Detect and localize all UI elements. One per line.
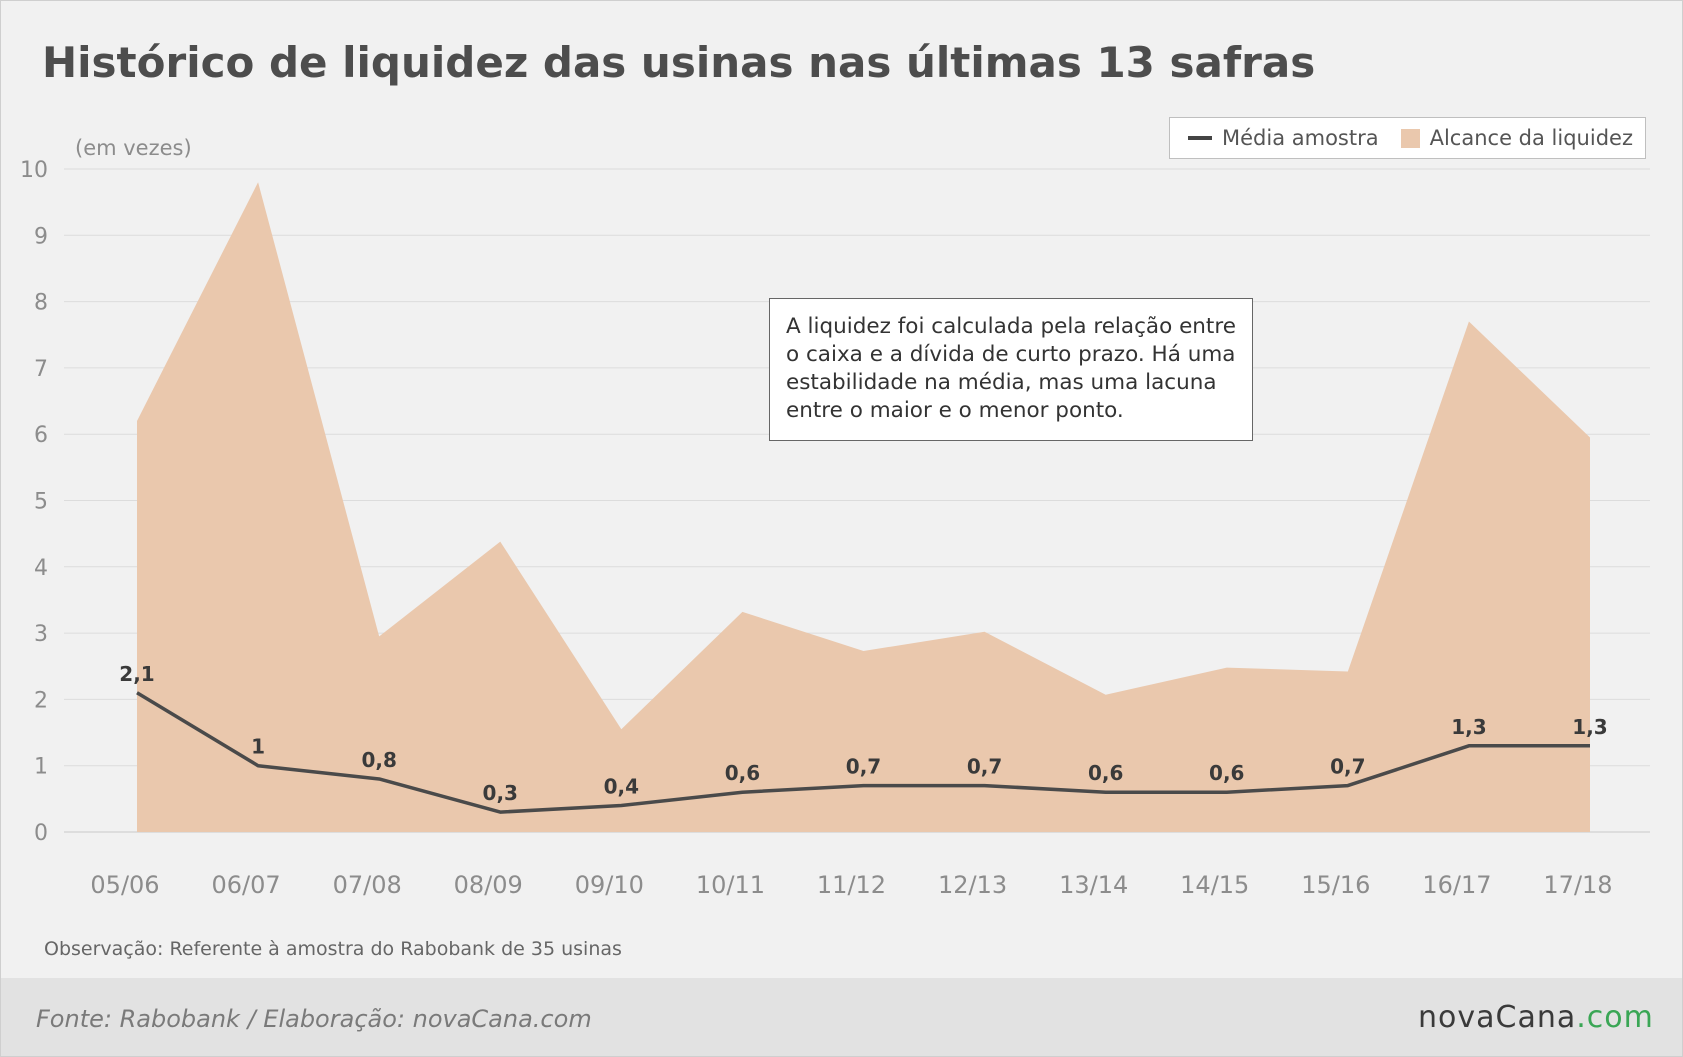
x-tick-label: 14/15	[1180, 871, 1249, 899]
x-tick-label: 10/11	[696, 871, 765, 899]
data-label: 1,3	[1451, 715, 1486, 739]
annotation-box: A liquidez foi calculada pela relação en…	[769, 298, 1253, 441]
data-label: 0,3	[483, 781, 518, 805]
chart-legend: Média amostra Alcance da liquidez	[1169, 117, 1646, 159]
data-label: 0,6	[1088, 761, 1123, 785]
observation-note: Observação: Referente à amostra do Rabob…	[44, 938, 622, 960]
x-tick-label: 09/10	[575, 871, 644, 899]
x-tick-label: 06/07	[211, 871, 280, 899]
brand-part-2: Cana	[1495, 1000, 1577, 1035]
y-tick-label: 9	[34, 224, 48, 249]
x-tick-label: 17/18	[1543, 871, 1612, 899]
x-tick-label: 08/09	[454, 871, 523, 899]
area-swatch-icon	[1400, 128, 1420, 148]
y-tick-label: 5	[34, 490, 48, 515]
line-layer	[136, 691, 1590, 814]
y-tick-label: 4	[34, 556, 48, 581]
chart-title: Histórico de liquidez das usinas nas últ…	[42, 38, 1316, 87]
x-tick-label: 11/12	[817, 871, 886, 899]
legend-label-media: Média amostra	[1222, 126, 1379, 150]
data-label: 0,4	[604, 774, 639, 798]
brand-part-1: nova	[1418, 1000, 1496, 1035]
data-label: 0,6	[1209, 761, 1244, 785]
data-label: 1,3	[1572, 715, 1607, 739]
y-tick-label: 0	[34, 821, 48, 846]
liquidity-chart: 2,110,80,3 0,40,6 0,7 0,7 0,6 0,6 0,71,3 1,3 05…	[20, 158, 1650, 899]
x-tick-label: 12/13	[938, 871, 1007, 899]
average-line	[136, 691, 1590, 814]
data-label: 0,7	[1330, 755, 1365, 779]
data-label: 1	[251, 735, 265, 759]
y-tick-label: 6	[34, 423, 48, 448]
range-area	[137, 182, 1590, 832]
data-label: 0,7	[967, 755, 1002, 779]
data-label: 2,1	[119, 662, 154, 686]
y-tick-label: 1	[34, 755, 48, 780]
x-tick-layer: 05/06 06/07 07/08 08/09 09/10 10/11 11/12 12/13…	[90, 871, 1612, 899]
y-tick-layer: 0 1 2 3 4 5 6 7 8 9 10	[20, 158, 48, 846]
y-tick-label: 8	[34, 291, 48, 316]
line-swatch-icon	[1188, 136, 1212, 140]
y-tick-label: 7	[34, 357, 48, 382]
data-label-layer: 2,1 1 0,8 0,3 0,4 0,6 0,7 0,7 0,6 0,6 0,7 1,3 1,3	[119, 662, 1607, 805]
y-unit-label: (em vezes)	[75, 136, 192, 160]
x-tick-label: 13/14	[1059, 871, 1128, 899]
data-label: 0,7	[846, 755, 881, 779]
legend-item-alcance: Alcance da liquidez	[1400, 126, 1633, 150]
data-label: 0,6	[725, 761, 760, 785]
data-label: 0,8	[361, 748, 396, 772]
y-tick-label: 2	[34, 688, 48, 713]
source-credit: Fonte: Rabobank / Elaboração: novaCana.c…	[36, 1005, 592, 1033]
footer-bar	[1, 978, 1682, 1056]
x-tick-label: 05/06	[90, 871, 159, 899]
area-layer	[137, 182, 1590, 832]
y-tick-label: 10	[20, 158, 48, 183]
brand-part-3: .com	[1576, 1000, 1654, 1035]
x-tick-label: 15/16	[1301, 871, 1370, 899]
x-tick-label: 07/08	[333, 871, 402, 899]
x-tick-label: 16/17	[1422, 871, 1491, 899]
brand-logo: novaCana.com	[1418, 1000, 1654, 1035]
legend-label-alcance: Alcance da liquidez	[1429, 126, 1633, 150]
y-tick-label: 3	[34, 622, 48, 647]
legend-item-media: Média amostra	[1188, 126, 1379, 150]
